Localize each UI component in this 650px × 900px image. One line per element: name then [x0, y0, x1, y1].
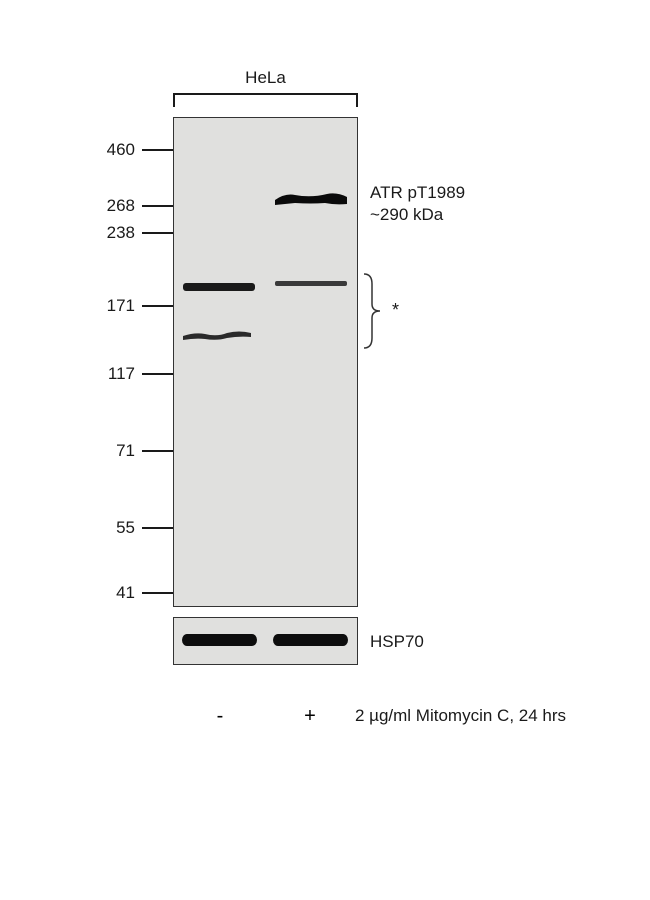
mw-label-117: 117 [95, 364, 135, 384]
mw-label-268: 268 [95, 196, 135, 216]
treatment-text: 2 µg/ml Mitomycin C, 24 hrs [355, 706, 566, 726]
mw-tick-268 [142, 205, 173, 207]
mw-label-71: 71 [95, 441, 135, 461]
mw-tick-238 [142, 232, 173, 234]
mw-tick-55 [142, 527, 173, 529]
cell-line-label: HeLa [173, 68, 358, 88]
mw-tick-41 [142, 592, 173, 594]
treatment-lane1: - [205, 705, 235, 728]
target-size-label: ~290 kDa [370, 205, 443, 225]
mw-tick-71 [142, 450, 173, 452]
nonspecific-asterisk: * [392, 300, 399, 321]
mw-tick-171 [142, 305, 173, 307]
mw-label-41: 41 [95, 583, 135, 603]
mw-label-55: 55 [95, 518, 135, 538]
mw-tick-460 [142, 149, 173, 151]
band-nonspecific-lane1-upper [183, 283, 255, 291]
nonspecific-curly-bracket [362, 272, 382, 350]
loading-control-label: HSP70 [370, 632, 424, 652]
mw-label-460: 460 [95, 140, 135, 160]
target-name-label: ATR pT1989 [370, 183, 465, 203]
sample-bracket-right [356, 93, 358, 107]
mw-label-238: 238 [95, 223, 135, 243]
mw-label-171: 171 [95, 296, 135, 316]
sample-bracket-left [173, 93, 175, 107]
band-hsp70-lane1 [182, 634, 257, 646]
band-atr-lane2 [275, 191, 347, 209]
sample-bracket-top [173, 93, 358, 95]
band-hsp70-lane2 [273, 634, 348, 646]
band-nonspecific-lane1-lower [183, 328, 251, 342]
treatment-lane2: + [295, 705, 325, 728]
mw-tick-117 [142, 373, 173, 375]
band-nonspecific-lane2-upper [275, 281, 347, 286]
